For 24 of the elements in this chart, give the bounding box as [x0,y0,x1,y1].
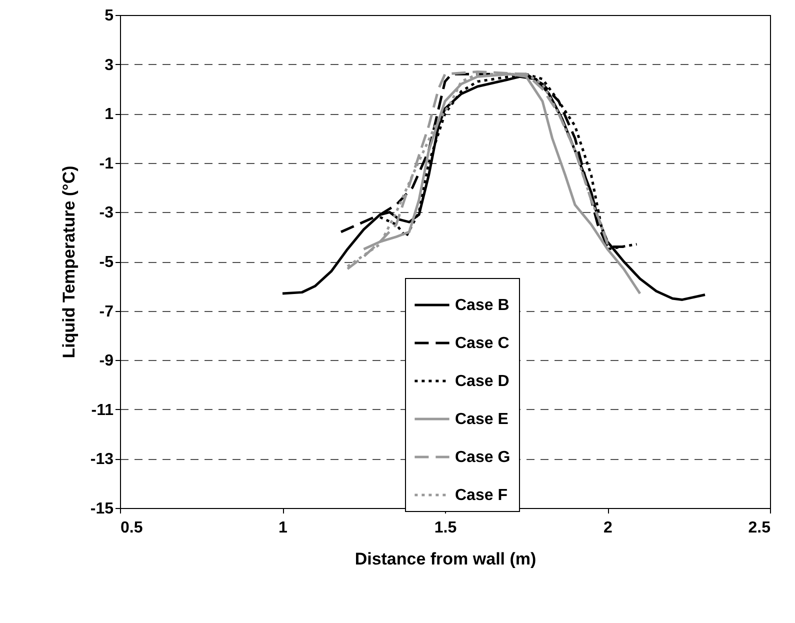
legend-label: Case C [455,335,510,352]
y-axis-title: Liquid Temperature (°C) [59,166,78,358]
legend-label: Case E [455,411,509,428]
x-tick-label: 1.5 [434,520,457,536]
y-tick-label: -3 [99,204,114,222]
x-tick-label: 1 [278,520,288,536]
x-tick-label: 2 [604,520,613,536]
y-tick-label: -15 [90,500,114,518]
y-tick-label: -1 [99,155,114,172]
y-tick-label: -7 [99,303,114,320]
legend-label: Case F [455,487,508,504]
y-tick-label: -9 [99,352,114,370]
x-tick-label: 2.5 [748,520,771,536]
y-tick-label: -5 [99,254,114,271]
y-tick-label: 5 [104,8,114,24]
legend-label: Case G [455,449,510,466]
y-tick-label: -13 [90,451,114,468]
y-tick-label: 1 [104,106,114,124]
x-tick-label: 0.5 [120,520,143,536]
y-tick-label: 3 [104,56,114,74]
legend-label: Case B [455,297,510,314]
x-axis-title: Distance from wall (m) [354,550,536,568]
y-tick-label: -11 [91,402,114,419]
legend-label: Case D [455,373,510,390]
